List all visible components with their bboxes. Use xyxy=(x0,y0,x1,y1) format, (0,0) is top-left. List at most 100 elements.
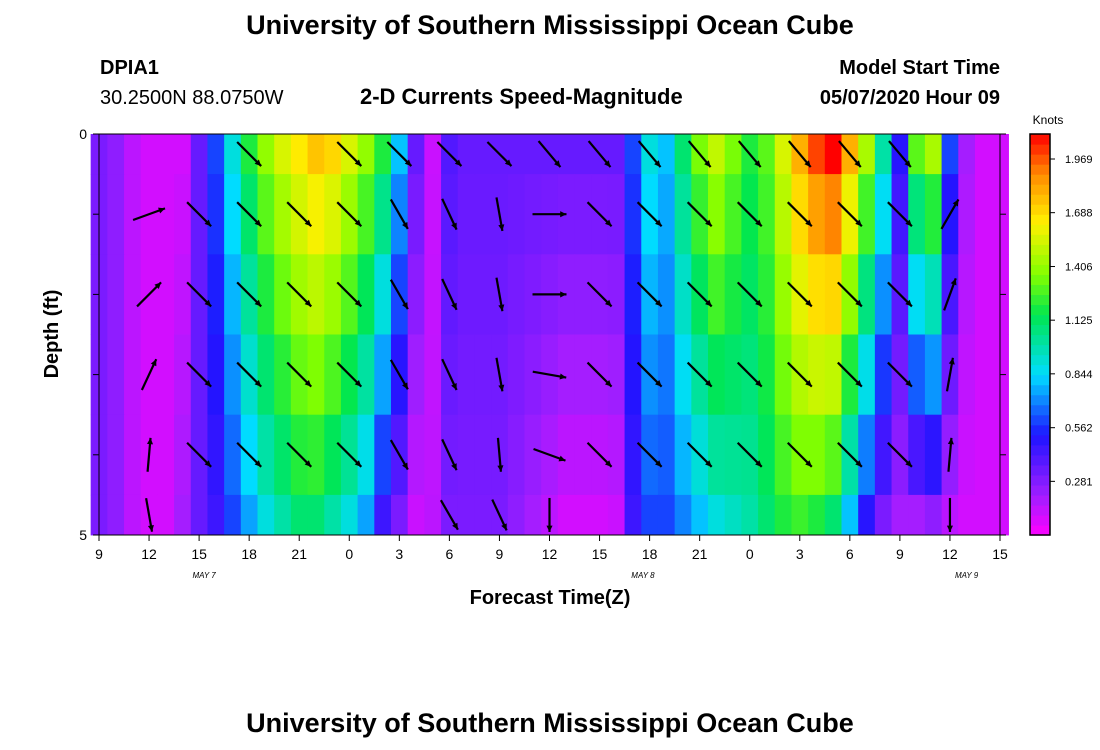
heat-cell xyxy=(758,174,776,255)
heat-cell xyxy=(858,254,876,335)
heat-cell xyxy=(724,254,742,335)
heat-cell xyxy=(374,174,392,255)
heat-cell xyxy=(424,414,442,496)
heat-cell xyxy=(324,414,342,496)
colorbar-tick-label: 1.969 xyxy=(1065,154,1093,166)
footer-title: University of Southern Mississippi Ocean… xyxy=(246,708,854,738)
heat-cell xyxy=(174,134,192,175)
current-arrow xyxy=(636,201,663,227)
heat-cell xyxy=(908,334,926,416)
heat-cell xyxy=(624,134,642,175)
heat-cell xyxy=(657,414,676,496)
arrow-head xyxy=(705,380,712,387)
arrow-head xyxy=(254,219,262,227)
colorbar-cell xyxy=(1030,214,1050,225)
colorbar-cell xyxy=(1030,164,1050,175)
heat-cell xyxy=(924,174,943,255)
arrow-head xyxy=(451,222,457,230)
heat-cell xyxy=(708,334,726,416)
arrow-head xyxy=(855,299,862,307)
current-arrow xyxy=(686,281,713,308)
heat-cell xyxy=(824,494,843,536)
arrow-head xyxy=(402,221,408,229)
arrow-head xyxy=(150,359,157,367)
x-tick-label: 0 xyxy=(345,546,353,562)
arrow-head xyxy=(855,460,862,467)
arrow-head xyxy=(498,224,505,231)
arrow-head xyxy=(948,357,955,365)
heat-cell xyxy=(507,414,526,496)
x-tick-label: 0 xyxy=(746,546,754,562)
arrow-head xyxy=(504,159,512,167)
heat-cell xyxy=(207,254,225,335)
colorbar-cell xyxy=(1030,424,1050,436)
arrow-head xyxy=(705,460,712,467)
heat-cell xyxy=(257,334,275,416)
colorbar-cell xyxy=(1030,314,1050,326)
current-arrow xyxy=(887,201,913,227)
current-arrow xyxy=(786,281,813,308)
colorbar-cell xyxy=(1030,254,1050,265)
day-label: MAY 8 xyxy=(631,571,655,580)
heat-cell xyxy=(507,334,526,416)
heat-cell xyxy=(274,254,292,335)
arrow-head xyxy=(805,460,812,467)
arrow-head xyxy=(354,460,362,467)
heat-cell xyxy=(974,134,993,175)
heat-cell xyxy=(307,174,325,255)
heat-cell xyxy=(858,494,876,536)
heat-cell xyxy=(124,254,142,335)
x-tick-label: 3 xyxy=(796,546,804,562)
arrow-head xyxy=(204,299,212,307)
arrow-head xyxy=(905,299,912,307)
x-tick-label: 18 xyxy=(642,546,658,562)
heat-cell xyxy=(708,414,726,496)
arrow-head xyxy=(604,380,612,387)
heat-cell xyxy=(357,254,375,335)
heat-cell xyxy=(157,174,175,255)
heat-cell xyxy=(324,494,342,536)
current-arrow xyxy=(838,140,862,168)
heat-cell xyxy=(524,334,542,416)
current-arrow xyxy=(736,442,763,468)
heat-cell xyxy=(674,414,692,496)
heat-cell xyxy=(958,254,976,335)
arrow-head xyxy=(254,380,262,387)
heat-cell xyxy=(874,174,893,255)
x-tick-label: 15 xyxy=(191,546,207,562)
heat-cell xyxy=(274,414,292,496)
colorbar-cell xyxy=(1030,494,1050,506)
heat-cell xyxy=(624,414,642,496)
arrow-head xyxy=(804,160,811,168)
heat-cell xyxy=(474,414,492,496)
heat-cell xyxy=(774,414,793,496)
current-arrow xyxy=(537,140,562,168)
heat-cell xyxy=(708,254,726,335)
x-tick-label: 6 xyxy=(445,546,453,562)
heat-cell xyxy=(958,174,976,255)
y-tick-label: 0 xyxy=(79,126,87,142)
heat-cell xyxy=(174,174,192,255)
heat-cell xyxy=(357,174,375,255)
colorbar-cell xyxy=(1030,484,1050,496)
heat-cell xyxy=(424,334,442,416)
heat-cell xyxy=(808,414,826,496)
heat-cell xyxy=(507,494,526,536)
heat-cell xyxy=(390,494,409,536)
current-arrow xyxy=(586,442,613,468)
x-tick-label: 12 xyxy=(542,546,558,562)
colorbar-cell xyxy=(1030,244,1050,255)
colorbar-cell xyxy=(1030,384,1050,396)
heat-cell xyxy=(674,494,692,536)
current-arrow xyxy=(286,201,313,227)
current-arrow xyxy=(236,281,262,308)
heat-cell xyxy=(207,134,225,175)
heat-cell xyxy=(708,134,726,175)
current-arrow xyxy=(736,201,763,227)
heat-cell xyxy=(691,494,709,536)
current-arrow xyxy=(186,361,212,388)
current-arrow xyxy=(436,141,463,167)
heat-cell xyxy=(958,334,976,416)
arrow-head xyxy=(497,465,504,472)
arrow-head xyxy=(558,455,566,462)
